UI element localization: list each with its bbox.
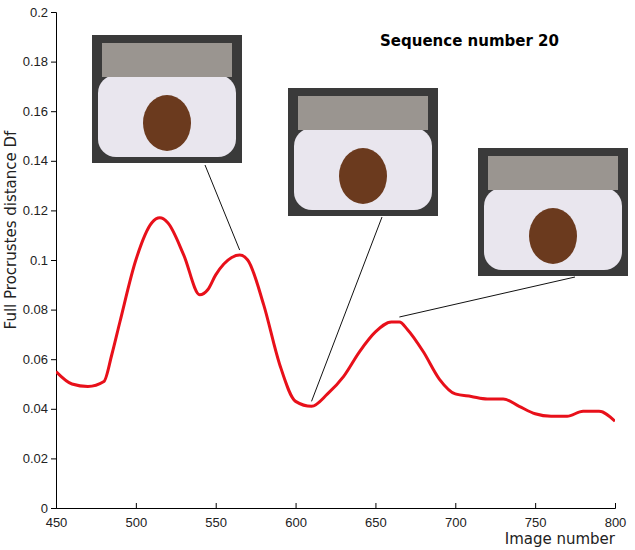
leader-line [205,165,240,250]
photo-object [143,95,191,151]
y-tick: 0.14 [23,153,56,168]
y-tick-label: 0.14 [23,153,48,168]
y-tick: 0.12 [23,203,56,218]
x-tick: 750 [525,503,547,530]
photo-frame [478,148,628,276]
y-tick-mark [51,458,56,459]
photo-floor [484,188,622,270]
x-tick: 500 [126,503,148,530]
y-tick: 0.1 [30,253,56,268]
photo-floor [294,128,432,210]
x-axis: 450 500 550 600 650 700 750 800 [46,503,627,530]
x-tick-mark [216,503,217,508]
inset-photo [92,35,242,163]
inset-photo [478,148,628,276]
y-tick-mark [51,111,56,112]
leader-line [399,277,575,317]
x-tick-label: 600 [285,515,307,530]
title: Sequence number 20 [380,32,559,50]
y-axis: 0 0.02 0.04 0.06 0.08 0.1 0.12 0.14 0.16 0.18 0.2 [23,5,57,516]
y-tick-label: 0.04 [23,401,48,416]
y-tick-label: 0.2 [30,5,48,20]
chart: 450 500 550 600 650 700 750 800 0 0.02 0.04 0.06 0.0… [0,0,635,550]
insets [92,35,628,401]
x-axis-line [57,503,616,509]
y-axis-title: Full Procrustes distance Df [2,130,20,330]
photo-frame [288,88,438,216]
y-tick-label: 0.08 [23,302,48,317]
y-tick-label: 0 [41,501,48,516]
x-tick-label: 700 [445,515,467,530]
inset-photo [288,88,438,216]
x-tick-label: 650 [365,515,387,530]
y-tick-label: 0.02 [23,451,48,466]
x-tick-label: 800 [605,515,627,530]
x-tick: 600 [285,503,307,530]
y-tick-label: 0.12 [23,203,48,218]
x-tick-mark [375,503,376,508]
photo-wall [488,156,618,190]
y-tick: 0.16 [23,104,56,119]
y-tick: 0.18 [23,54,56,69]
y-tick: 0.08 [23,302,56,317]
x-tick-label: 550 [205,515,227,530]
y-tick-label: 0.06 [23,352,48,367]
x-tick-mark [296,503,297,508]
x-tick-label: 750 [525,515,547,530]
y-tick-mark [51,508,56,509]
y-tick: 0.2 [30,5,56,20]
y-tick-label: 0.18 [23,54,48,69]
y-tick: 0.06 [23,352,56,367]
x-tick: 550 [205,503,227,530]
photo-floor [98,75,236,157]
photo-object [339,148,387,204]
x-tick-mark [535,503,536,508]
x-axis-title: Image number [505,530,616,548]
x-tick-label: 500 [126,515,148,530]
y-tick-mark [51,260,56,261]
y-tick-mark [51,210,56,211]
y-tick-label: 0.16 [23,104,48,119]
x-tick-label: 450 [46,515,68,530]
y-tick-mark [51,310,56,311]
photo-wall [298,96,428,130]
y-tick-mark [51,409,56,410]
x-tick: 800 [605,503,627,530]
y-tick-mark [51,12,56,13]
leader-line [312,217,382,401]
y-tick-mark [51,359,56,360]
x-tick: 700 [445,503,467,530]
photo-object [529,208,577,264]
y-tick-mark [51,62,56,63]
y-tick: 0 [41,501,56,516]
photo-wall [102,43,232,77]
x-tick-mark [136,503,137,508]
x-tick-mark [455,503,456,508]
y-tick-label: 0.1 [30,253,48,268]
y-axis-line [51,13,57,509]
y-tick-mark [51,161,56,162]
x-tick-mark [615,503,616,508]
y-tick: 0.02 [23,451,56,466]
y-tick: 0.04 [23,401,56,416]
x-tick: 650 [365,503,387,530]
photo-frame [92,35,242,163]
